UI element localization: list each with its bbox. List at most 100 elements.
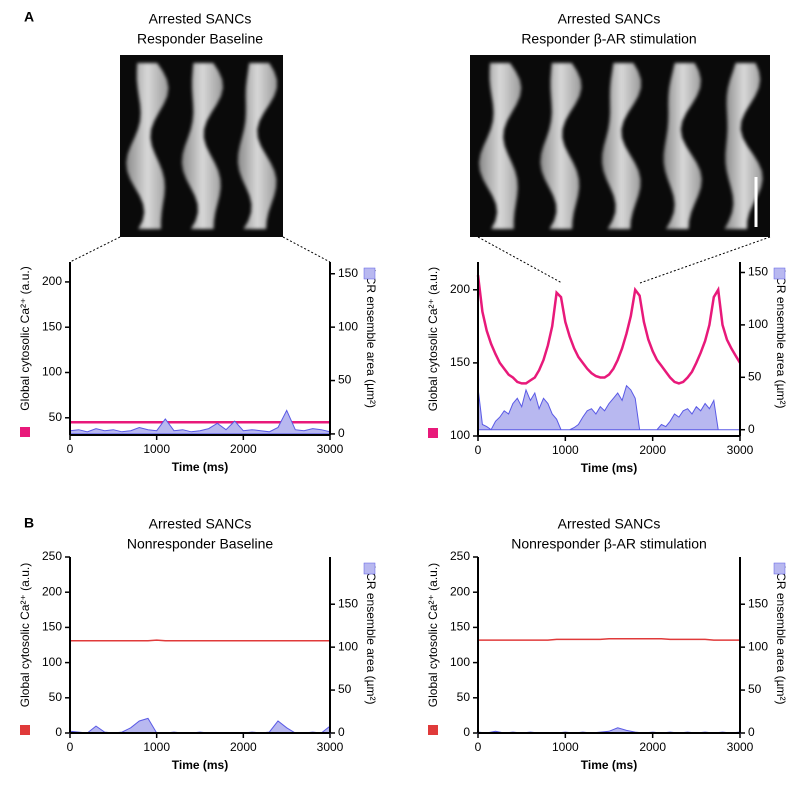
y2-tick-label: 0 [748,422,755,436]
y-tick-label: 150 [450,355,470,369]
cell-image [663,63,702,229]
x-tick-label: 0 [475,740,482,754]
chart-title: Arrested SANCs [558,11,661,27]
y-axis-label: Global cytosolic Ca²⁺ (a.u.) [18,266,32,410]
x-tick-label: 0 [475,443,482,457]
x-tick-label: 1000 [143,442,170,456]
cell-image [126,63,169,229]
zoom-guide [282,236,331,263]
x-tick-label: 3000 [317,442,344,456]
cell-image [181,63,223,229]
y2-tick-label: 150 [748,596,768,610]
cell-image [540,63,582,229]
y-tick-label: 0 [463,725,470,739]
y-tick-label: 100 [42,655,62,669]
x-axis-label: Time (ms) [581,758,637,772]
line [476,275,742,385]
y-axis-label: Global cytosolic Ca²⁺ (a.u.) [426,267,440,411]
y2-axis-label: LCR ensemble area (µm²) [364,566,378,705]
y-tick-label: 250 [42,549,62,563]
y-tick-label: 200 [42,584,62,598]
y-tick-label: 50 [49,690,63,704]
y-tick-label: 250 [450,549,470,563]
y2-axis-label: LCR ensemble area (µm²) [774,270,788,409]
zoom-guide [639,236,771,284]
y2-tick-label: 0 [748,725,755,739]
y2-tick-label: 150 [338,266,358,280]
y2-tick-label: 0 [338,725,345,739]
x-axis-label: Time (ms) [172,758,228,772]
legend-swatch [20,725,30,735]
legend-swatch [428,725,438,735]
x-tick-label: 1000 [143,740,170,754]
x-axis-label: Time (ms) [172,460,228,474]
y2-tick-label: 50 [748,369,762,383]
area [477,384,741,431]
y-tick-label: 200 [450,584,470,598]
y2-axis-label: LCR ensemble area (µm²) [774,566,788,705]
chart-title: Arrested SANCs [558,516,661,532]
y2-tick-label: 150 [748,265,768,279]
chart-subtitle: Nonresponder Baseline [127,536,274,552]
y2-tick-label: 100 [748,639,768,653]
legend-swatch [363,562,376,575]
x-tick-label: 3000 [727,443,754,457]
y-tick-label: 50 [457,690,471,704]
y-tick-label: 150 [42,620,62,634]
zoom-guide [477,236,563,284]
y-tick-label: 150 [42,319,62,333]
y2-tick-label: 50 [338,682,352,696]
panel-label: B [24,515,34,531]
x-tick-label: 1000 [552,740,579,754]
chart-subtitle: Responder β-AR stimulation [521,31,696,47]
x-tick-label: 2000 [230,740,257,754]
line [70,639,330,642]
x-tick-label: 3000 [727,740,754,754]
y2-tick-label: 0 [338,426,345,440]
x-tick-label: 0 [67,740,74,754]
y-tick-label: 100 [450,428,470,442]
cell-image [602,63,641,229]
y-tick-label: 200 [42,274,62,288]
y-tick-label: 0 [55,725,62,739]
line [478,637,740,641]
cell-image [479,63,522,229]
y-tick-label: 50 [49,410,63,424]
panel-label: A [24,9,34,25]
chart-subtitle: Nonresponder β-AR stimulation [511,536,707,552]
chart-subtitle: Responder Baseline [137,31,263,47]
y2-tick-label: 50 [338,373,352,387]
y-tick-label: 200 [450,282,470,296]
x-tick-label: 2000 [639,443,666,457]
chart-title: Arrested SANCs [149,516,252,532]
x-tick-label: 3000 [317,740,344,754]
zoom-guide [69,236,121,263]
x-tick-label: 1000 [552,443,579,457]
y2-tick-label: 50 [748,682,762,696]
area [69,717,331,734]
legend-swatch [363,267,376,280]
chart-title: Arrested SANCs [149,11,252,27]
y2-tick-label: 100 [338,319,358,333]
x-tick-label: 2000 [230,442,257,456]
y-axis-label: Global cytosolic Ca²⁺ (a.u.) [18,563,32,707]
legend-swatch [20,427,30,437]
x-tick-label: 0 [67,442,74,456]
y2-axis-label: LCR ensemble area (µm²) [364,269,378,408]
legend-swatch [773,267,786,280]
cell-image [724,63,763,229]
y2-tick-label: 100 [338,639,358,653]
area [69,409,331,435]
y-tick-label: 100 [42,365,62,379]
y-tick-label: 100 [450,655,470,669]
legend-swatch [428,428,438,438]
y-axis-label: Global cytosolic Ca²⁺ (a.u.) [426,563,440,707]
y2-tick-label: 150 [338,596,358,610]
y2-tick-label: 100 [748,317,768,331]
y-tick-label: 150 [450,620,470,634]
x-tick-label: 2000 [639,740,666,754]
legend-swatch [773,562,786,575]
cell-image [237,63,277,229]
x-axis-label: Time (ms) [581,461,637,475]
